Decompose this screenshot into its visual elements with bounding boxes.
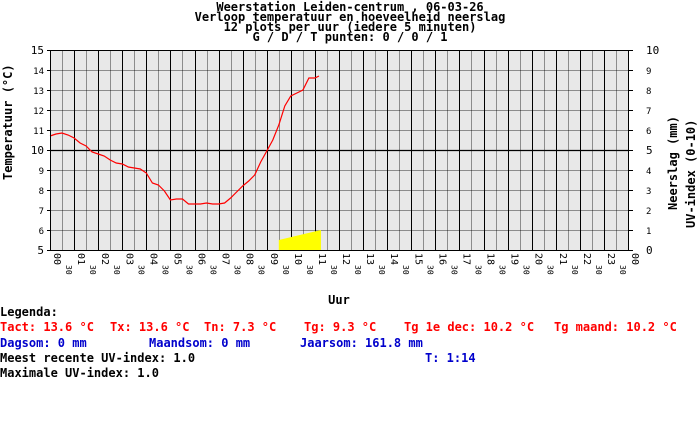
x-tick-label-half: 30	[88, 265, 97, 275]
x-tick-label-half: 30	[522, 265, 531, 275]
stat-uv-recent: Meest recente UV-index: 1.0	[0, 351, 196, 365]
x-tick-label-half: 30	[594, 265, 603, 275]
stat-tg-dec: Tg 1e dec: 10.2 °C	[404, 320, 535, 334]
y-axis-label-right-uv: UV-index (0-10)	[684, 120, 698, 228]
x-tick-label-hour: 21	[557, 253, 568, 265]
axes: 1514131211109876510987654321000300130023…	[31, 44, 660, 275]
x-tick-label-hour: 14	[388, 253, 399, 265]
y-tick-right-label: 0	[646, 244, 653, 257]
x-tick-label-hour: 17	[460, 253, 471, 265]
y-tick-left-label: 7	[39, 207, 44, 217]
x-tick-label-half: 30	[64, 265, 73, 275]
x-tick-label-half: 30	[401, 265, 410, 275]
stat-tact: Tact: 13.6 °C	[0, 320, 94, 334]
x-tick-label-half: 30	[281, 265, 290, 275]
x-tick-label-hour: 00	[51, 253, 62, 265]
y-tick-left-label: 5	[37, 244, 44, 257]
y-tick-left-label: 9	[39, 167, 44, 177]
y-tick-left-label: 10	[31, 144, 44, 157]
x-tick-label-half: 30	[329, 265, 338, 275]
x-tick-label-hour: 23	[605, 253, 616, 265]
x-tick-label-hour: 06	[196, 253, 207, 265]
chart-title: Weerstation Leiden-centrum , 06-03-26	[216, 0, 484, 14]
y-tick-right-label: 4	[646, 167, 651, 177]
stat-tn: Tn: 7.3 °C	[204, 320, 277, 334]
y-tick-right-label: 8	[646, 87, 651, 97]
x-tick-label-hour: 15	[412, 253, 423, 265]
x-tick-label-hour: 12	[340, 253, 351, 265]
x-tick-label-half: 30	[377, 265, 386, 275]
x-tick-label-half: 30	[353, 265, 362, 275]
stat-maandsom: Maandsom: 0 mm	[149, 336, 251, 350]
y-tick-right-label: 5	[646, 144, 653, 157]
x-tick-label-hour: 01	[75, 253, 86, 265]
x-axis-label: Uur	[328, 293, 350, 307]
grid-lines	[50, 50, 629, 251]
y-tick-right-label: 1	[646, 227, 651, 237]
x-tick-label-half: 30	[546, 265, 555, 275]
stat-jaarsom: Jaarsom: 161.8 mm	[300, 336, 423, 350]
x-tick-label-half: 30	[473, 265, 482, 275]
y-tick-left-label: 13	[33, 87, 44, 97]
y-tick-right-label: 3	[646, 187, 651, 197]
y-tick-right-label: 10	[646, 44, 659, 57]
x-tick-label-half: 30	[136, 265, 145, 275]
y-tick-left-label: 11	[33, 127, 44, 137]
stat-tx: Tx: 13.6 °C	[110, 320, 190, 334]
x-tick-label-hour: 22	[581, 253, 592, 265]
y-tick-left-label: 8	[39, 187, 44, 197]
y-tick-left-label: 15	[31, 44, 44, 57]
chart-subtitle-1: Verloop temperatuur en hoeveelheid neers…	[194, 10, 506, 24]
y-tick-left-label: 12	[33, 107, 44, 117]
stat-uv-time: T: 1:14	[425, 351, 476, 365]
stat-tg-maand: Tg maand: 10.2 °C	[554, 320, 677, 334]
x-tick-label-hour: 05	[171, 253, 182, 265]
y-tick-right-label: 7	[646, 107, 651, 117]
x-tick-label-hour: 03	[123, 253, 134, 265]
x-tick-label-hour: 13	[364, 253, 375, 265]
x-tick-label-half: 30	[498, 265, 507, 275]
uv-series	[278, 230, 321, 250]
stat-tg: Tg: 9.3 °C	[304, 320, 377, 334]
y-axis-label-right-precip: Neerslag (mm)	[666, 116, 680, 210]
y-axis-label-left: Temperatuur (°C)	[1, 64, 15, 180]
x-tick-label-half: 30	[618, 265, 627, 275]
x-tick-label-hour: 10	[292, 253, 303, 265]
x-tick-label-hour: 16	[436, 253, 447, 265]
y-tick-right-label: 9	[646, 67, 651, 77]
x-tick-label-hour: 02	[99, 253, 110, 265]
temperature-line	[49, 75, 320, 205]
temperature-series	[49, 75, 320, 205]
y-tick-right-label: 2	[646, 207, 651, 217]
legend-title: Legenda:	[0, 305, 58, 319]
x-tick-label-half: 30	[184, 265, 193, 275]
x-tick-label-half: 30	[305, 265, 314, 275]
x-tick-label-hour: 18	[485, 253, 496, 265]
x-tick-label-half: 30	[233, 265, 242, 275]
x-tick-label-half: 30	[425, 265, 434, 275]
chart-subtitle-3: G / D / T punten: 0 / 0 / 1	[252, 30, 448, 44]
stat-dagsom: Dagsom: 0 mm	[0, 336, 87, 350]
chart-subtitle-2: 12 plots per uur (iedere 5 minuten)	[223, 20, 477, 34]
x-tick-label-hour: 04	[147, 253, 158, 265]
x-tick-label-hour: 19	[509, 253, 520, 265]
y-tick-right-label: 6	[646, 127, 651, 137]
x-tick-label-hour: 11	[316, 253, 327, 265]
x-tick-label-hour: 09	[268, 253, 279, 265]
x-tick-label-half: 30	[160, 265, 169, 275]
x-tick-label-half: 30	[570, 265, 579, 275]
uv-area	[278, 230, 321, 250]
stat-uv-max: Maximale UV-index: 1.0	[0, 366, 159, 380]
x-tick-label-hour: 08	[244, 253, 255, 265]
x-tick-label-half: 30	[112, 265, 121, 275]
x-tick-label-hour: 07	[220, 253, 231, 265]
chart-area: 1514131211109876510987654321000300130023…	[1, 44, 698, 307]
y-tick-left-label: 14	[33, 67, 44, 77]
x-tick-label-half: 30	[209, 265, 218, 275]
x-tick-label-hour: 20	[533, 253, 544, 265]
y-tick-left-label: 6	[39, 227, 44, 237]
x-tick-label-half: 30	[449, 265, 458, 275]
x-tick-label-hour: 00	[629, 253, 640, 265]
x-tick-label-half: 30	[257, 265, 266, 275]
